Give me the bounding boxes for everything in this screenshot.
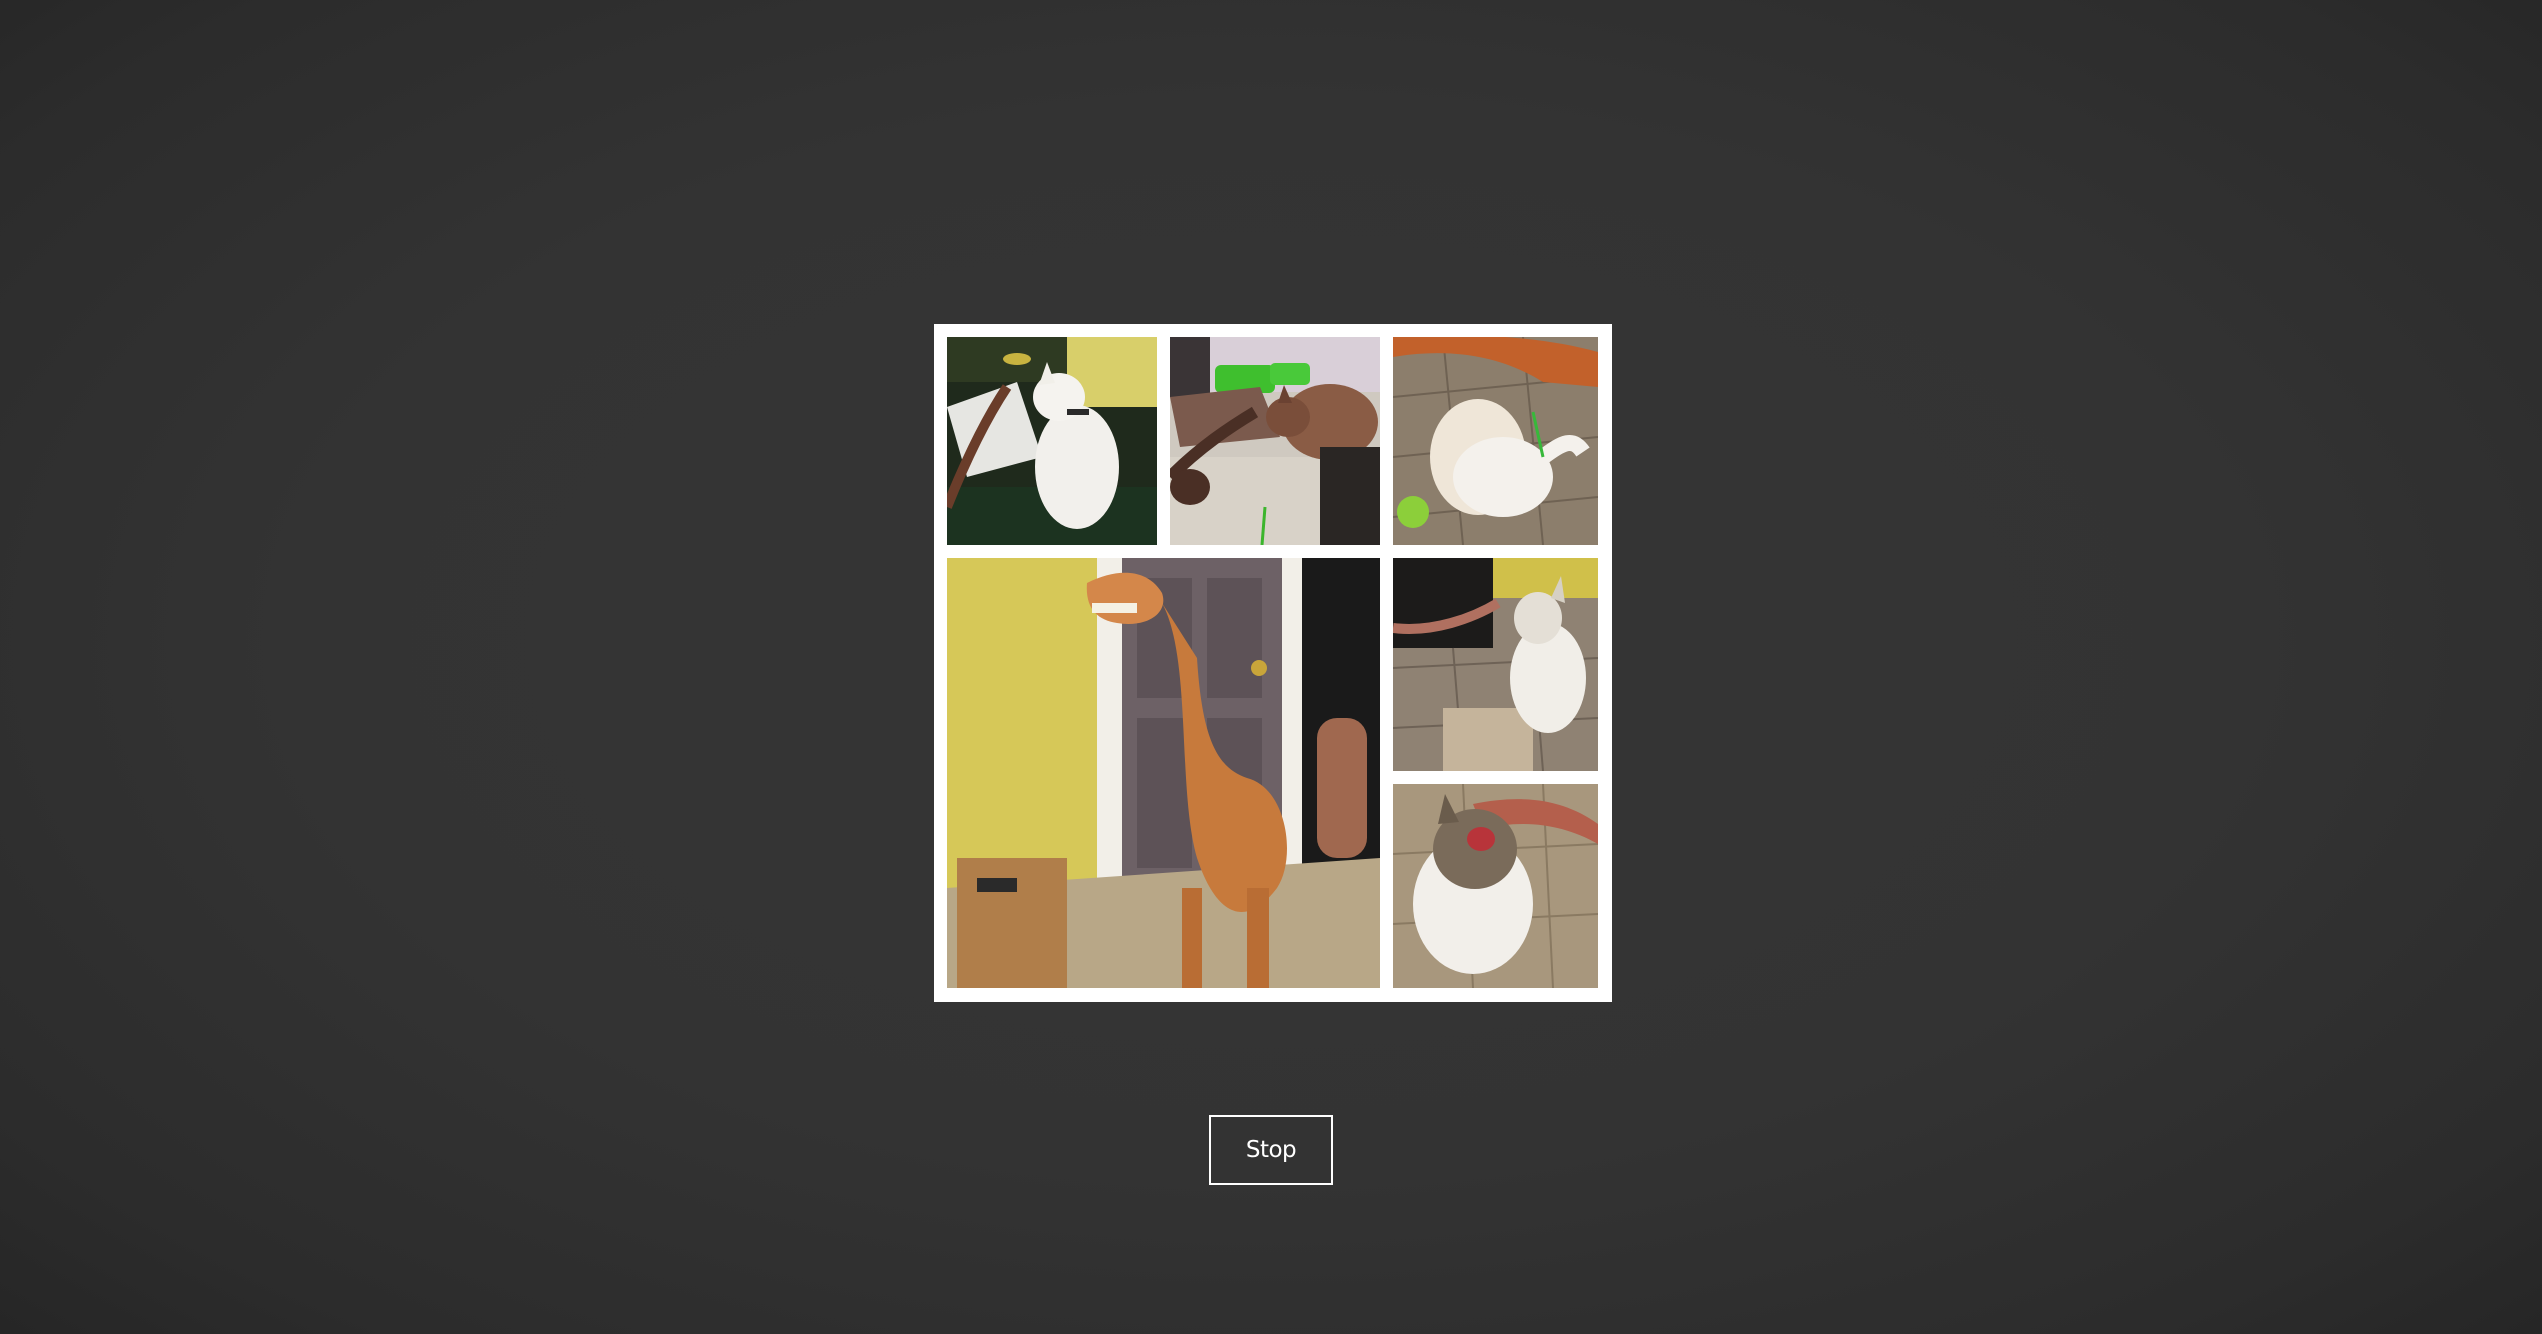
collage-photo-6 [1393,784,1598,988]
photo-cat-reaching-dino [1393,558,1598,771]
photo-brown-cat-dino [1170,337,1380,545]
photo-fluffy-cat-biting [1393,784,1598,988]
stop-button[interactable]: Stop [1209,1115,1333,1185]
photo-cat-biting-dino [1393,337,1598,545]
photo-white-cat-dino [947,337,1157,545]
collage-photo-5 [1393,558,1598,771]
collage-photo-2 [1170,337,1380,545]
photo-dino-by-door [947,558,1380,988]
photo-collage [934,324,1612,1002]
collage-photo-4 [947,558,1380,988]
collage-photo-3 [1393,337,1598,545]
collage-photo-1 [947,337,1157,545]
